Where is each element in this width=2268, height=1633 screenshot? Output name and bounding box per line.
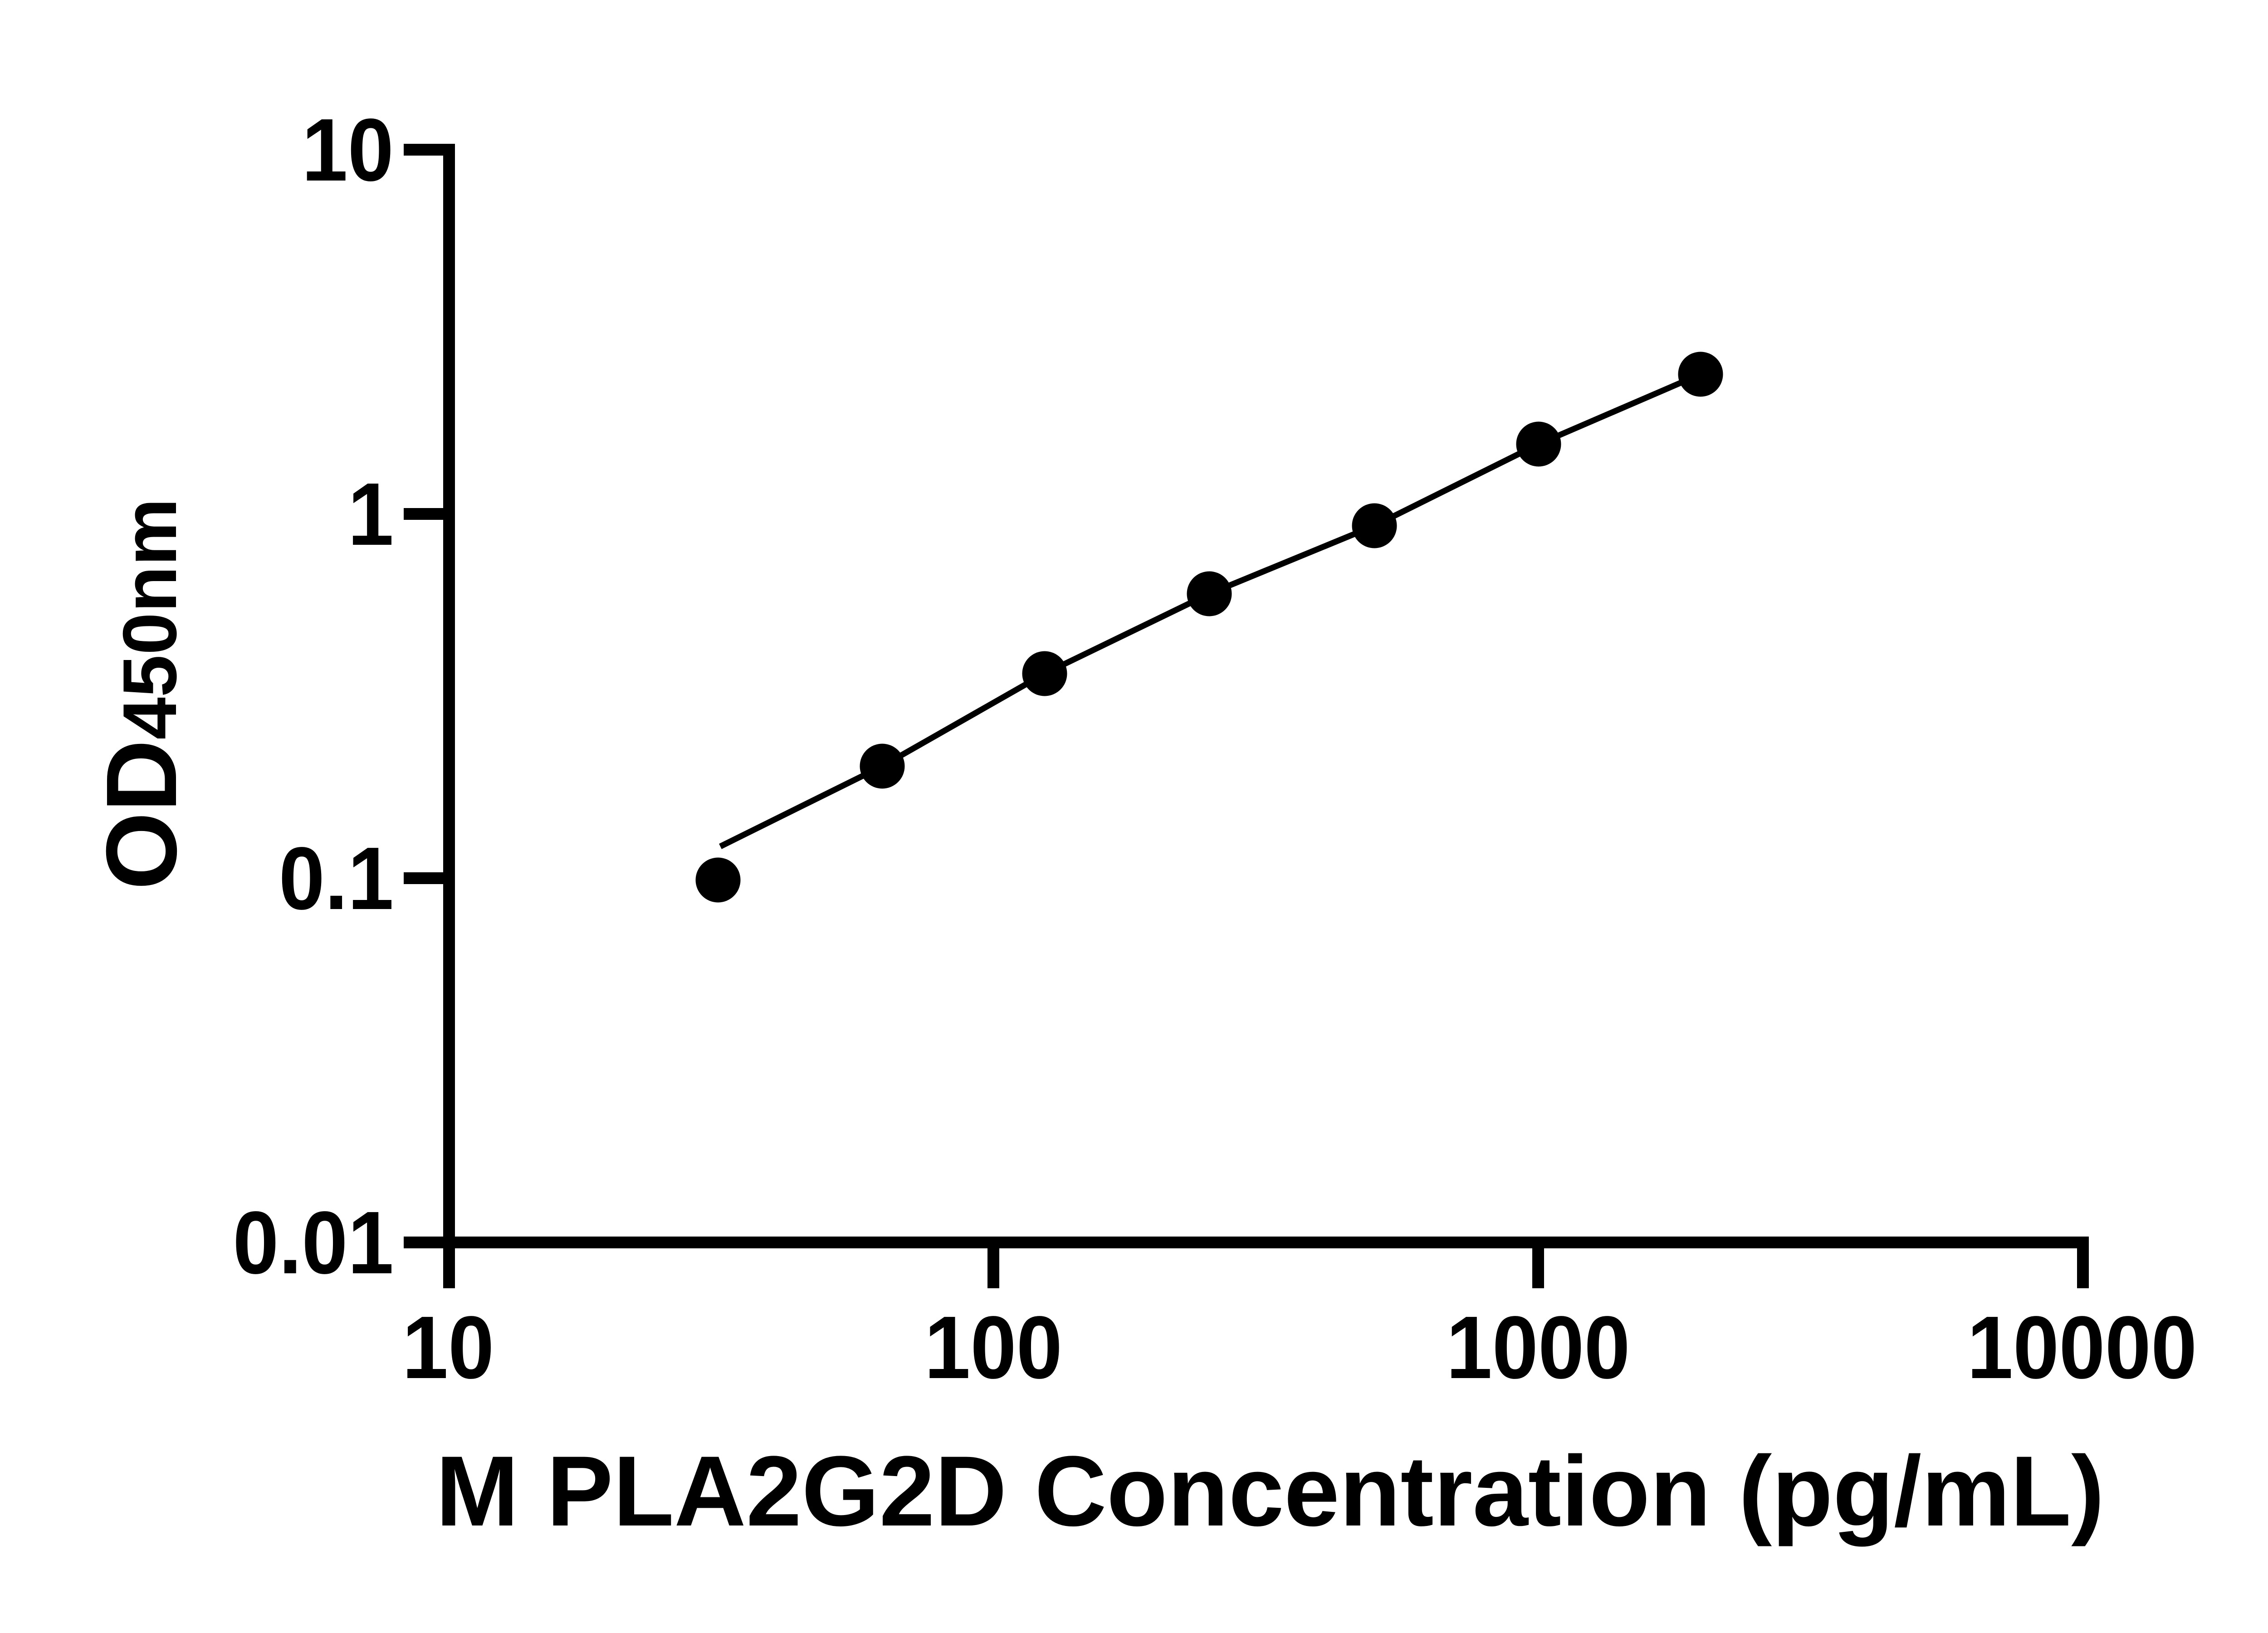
svg-text:OD450nm: OD450nm	[85, 498, 197, 890]
svg-text:1000: 1000	[1446, 1298, 1630, 1398]
svg-text:0.1: 0.1	[279, 829, 394, 929]
svg-text:10000: 10000	[1967, 1298, 2197, 1398]
svg-text:10: 10	[402, 1298, 494, 1398]
svg-text:100: 100	[924, 1298, 1062, 1398]
svg-text:10: 10	[302, 101, 394, 200]
svg-text:M PLA2G2D Concentration (pg/mL: M PLA2G2D Concentration (pg/mL)	[436, 1435, 2105, 1547]
svg-text:1: 1	[348, 465, 394, 564]
svg-text:0.01: 0.01	[233, 1193, 394, 1293]
